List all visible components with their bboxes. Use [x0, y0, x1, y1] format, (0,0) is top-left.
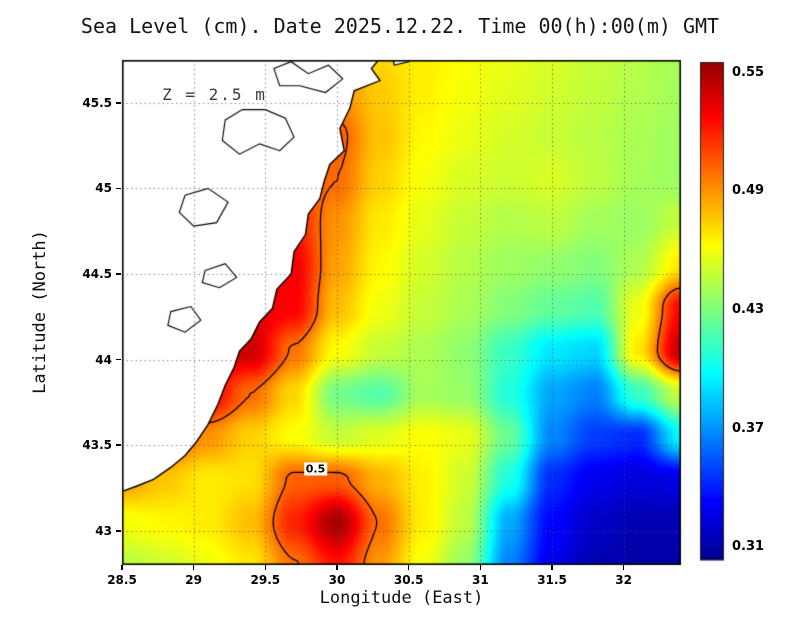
colorbar-tick-label: 0.43 [732, 302, 765, 318]
x-tick-mark [192, 565, 195, 570]
x-tick-label: 31.5 [537, 573, 567, 587]
x-tick-mark [264, 565, 267, 570]
y-tick-label: 43.5 [82, 438, 112, 453]
y-tick-mark [116, 273, 121, 275]
x-tick-label: 29.5 [250, 573, 281, 587]
x-tick-label: 30.5 [393, 573, 424, 587]
x-tick-mark [479, 565, 482, 570]
y-tick-label: 44 [95, 352, 112, 367]
x-tick-mark [121, 565, 123, 570]
colorbar-tick-label: 0.49 [732, 183, 765, 199]
y-tick-mark [116, 530, 121, 532]
x-tick-label: 30 [328, 573, 346, 587]
colorbar-tick-label: 0.37 [732, 420, 765, 436]
y-tick-label: 45 [95, 181, 112, 196]
colorbar-tick-label: 0.55 [732, 64, 765, 80]
contour-label: 0.5 [303, 462, 328, 476]
x-tick-mark [336, 565, 338, 570]
x-tick-mark [622, 565, 625, 570]
y-tick-mark [116, 358, 121, 361]
colorbar-tick-label: 0.31 [732, 539, 765, 555]
x-tick-label: 29 [185, 573, 203, 587]
y-tick-mark [116, 102, 121, 104]
y-tick-label: 45.5 [82, 95, 112, 110]
x-tick-mark [551, 565, 553, 570]
y-axis-label: Latitude (North) [30, 230, 50, 394]
y-tick-mark [116, 187, 121, 190]
y-tick-label: 43 [95, 523, 112, 538]
x-tick-mark [407, 565, 410, 570]
x-tick-label: 28.5 [107, 573, 137, 587]
depth-annotation: Z = 2.5 m [162, 85, 267, 105]
y-tick-label: 44.5 [82, 266, 112, 281]
y-tick-mark [116, 444, 121, 446]
x-axis-label: Longitude (East) [319, 588, 484, 608]
x-tick-label: 31 [471, 573, 489, 587]
x-tick-label: 32 [615, 573, 633, 587]
